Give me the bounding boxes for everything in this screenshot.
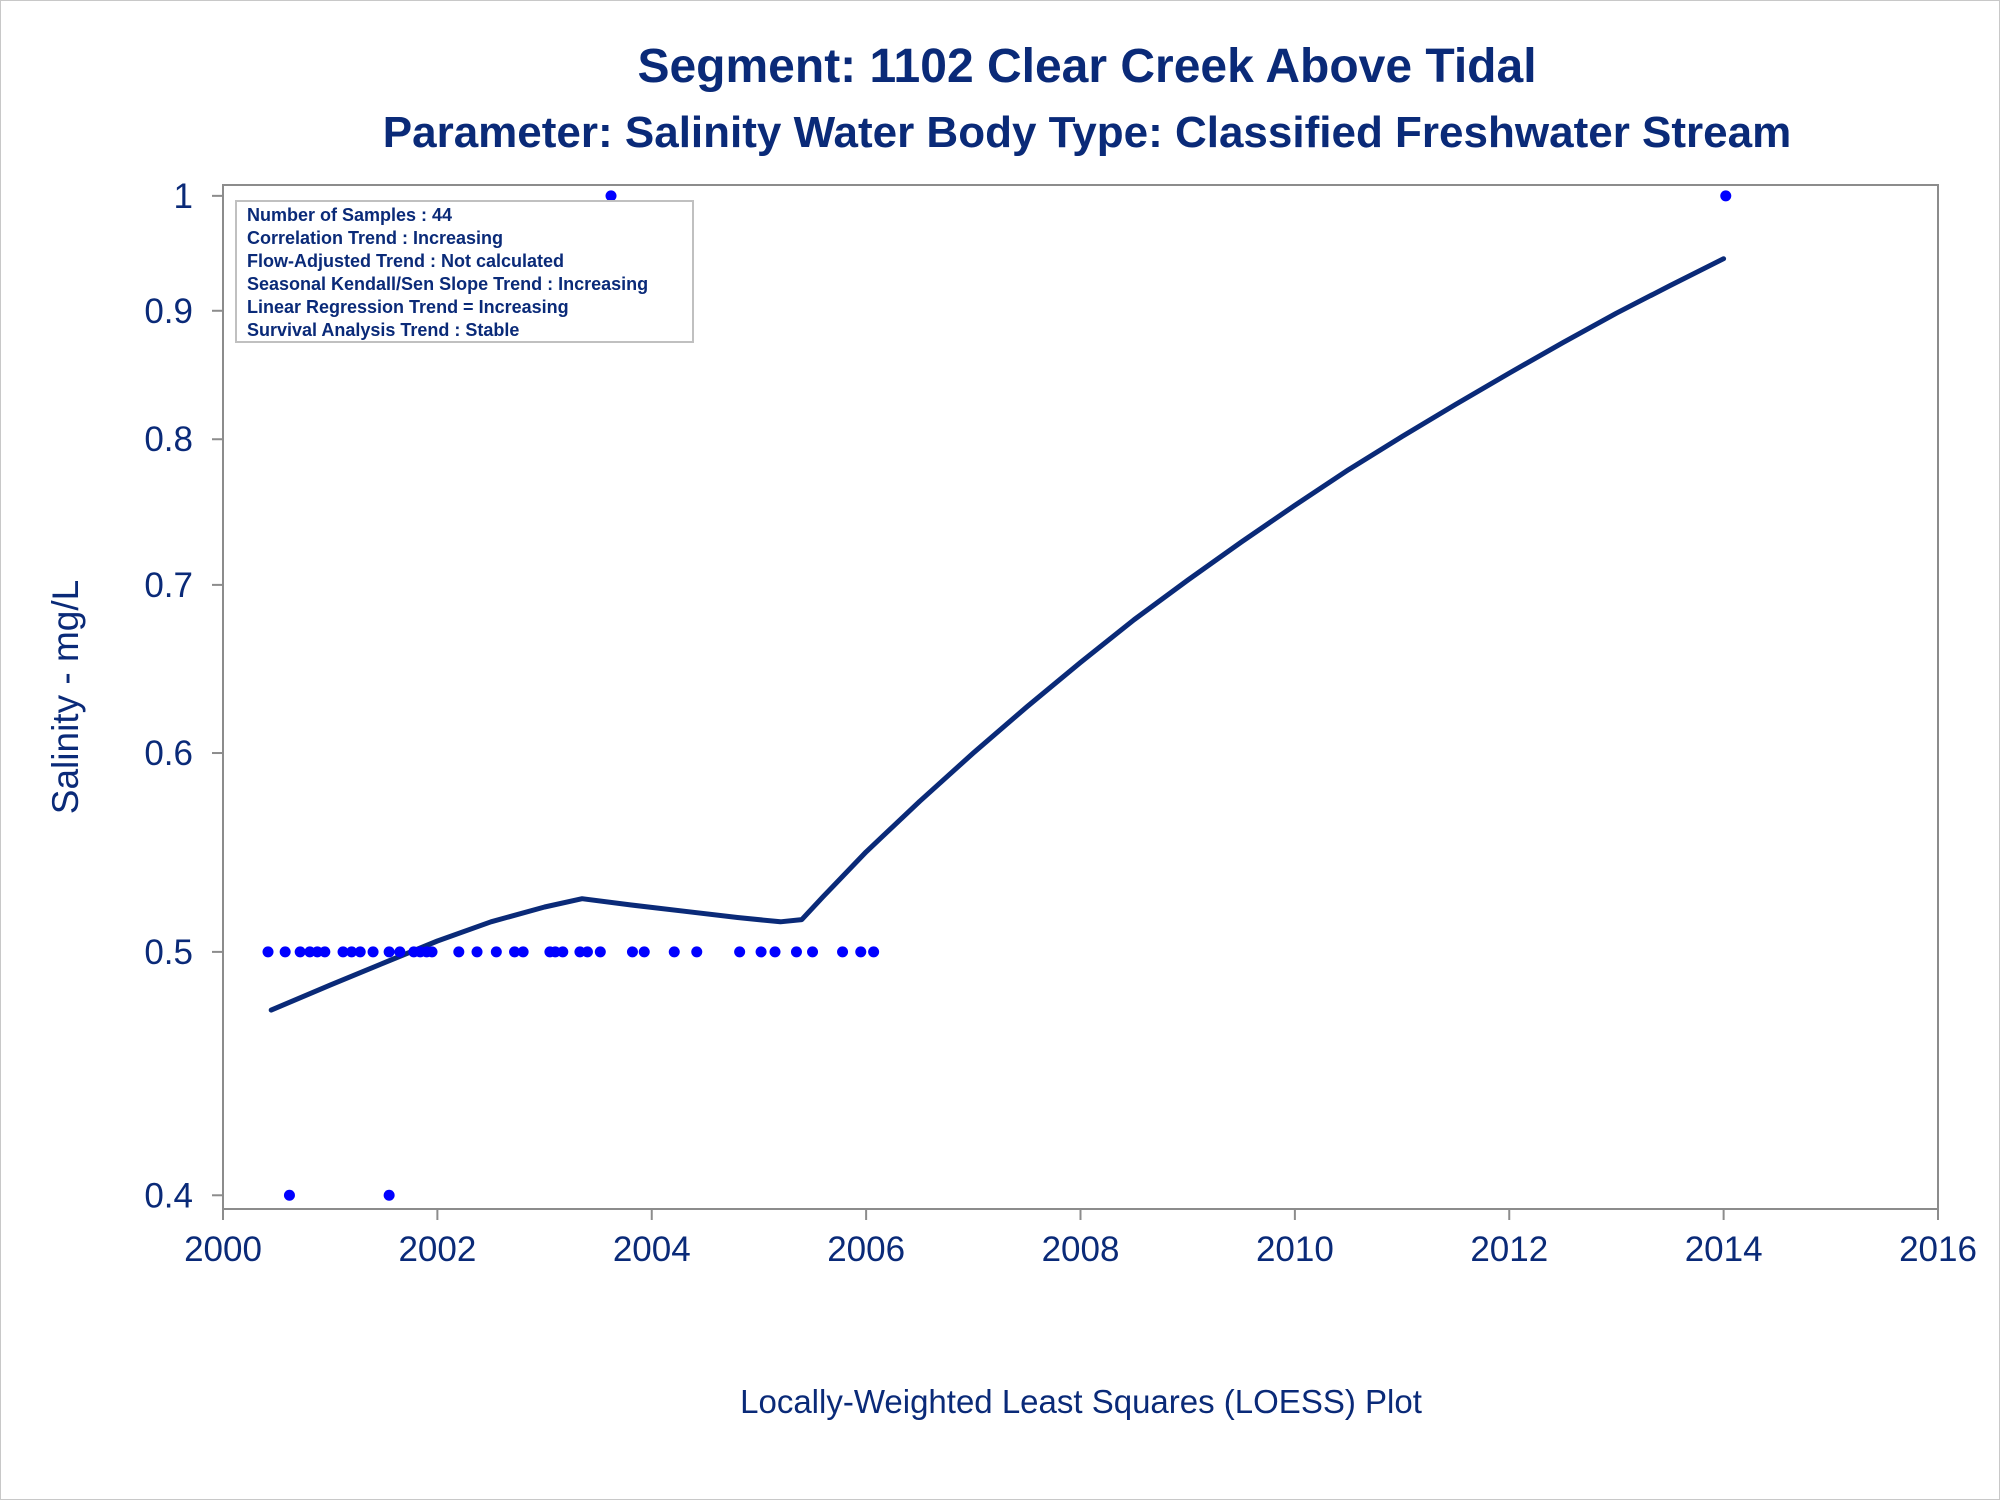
stats-line: Survival Analysis Trend : Stable (247, 320, 519, 340)
stats-box-border (235, 200, 694, 343)
data-point (734, 946, 746, 958)
stats-line: Correlation Trend : Increasing (247, 228, 503, 248)
data-point (294, 946, 306, 958)
x-tick-label: 2006 (827, 1230, 905, 1269)
x-axis-label: Locally-Weighted Least Squares (LOESS) P… (740, 1383, 1422, 1420)
data-point (471, 946, 483, 958)
y-axis: 0.4 0.5 0.6 0.7 0.8 0.9 1 (144, 177, 223, 1215)
data-point (453, 946, 465, 958)
data-point (394, 946, 406, 958)
data-point (638, 946, 650, 958)
data-point (262, 946, 274, 958)
data-point (517, 946, 529, 958)
x-tick-label: 2014 (1685, 1230, 1763, 1269)
y-tick-label: 1 (174, 177, 193, 216)
data-point (283, 1189, 295, 1201)
data-point (383, 1189, 395, 1201)
data-point (807, 946, 819, 958)
data-point (605, 190, 617, 202)
data-point (581, 946, 593, 958)
data-point (755, 946, 767, 958)
x-tick-label: 2004 (613, 1230, 691, 1269)
data-point (868, 946, 880, 958)
x-tick-label: 2012 (1470, 1230, 1548, 1269)
x-tick-label: 2010 (1256, 1230, 1334, 1269)
data-point (490, 946, 502, 958)
data-point (837, 946, 849, 958)
data-point (383, 946, 395, 958)
x-tick-label: 2016 (1899, 1230, 1977, 1269)
y-axis-label: Salinity - mg/L (45, 580, 86, 814)
data-point (354, 946, 366, 958)
data-point (1720, 190, 1732, 202)
y-tick-label: 0.4 (144, 1176, 193, 1215)
sample-points (262, 190, 1732, 1201)
stats-box: Number of Samples : 44 Correlation Trend… (235, 200, 694, 343)
loess-trend-line (268, 256, 1727, 1013)
x-tick-label: 2002 (398, 1230, 476, 1269)
stats-line: Linear Regression Trend = Increasing (247, 297, 569, 317)
chart-title: Segment: 1102 Clear Creek Above Tidal (637, 40, 1536, 93)
data-point (626, 946, 638, 958)
y-tick-label: 0.8 (144, 420, 193, 459)
chart-subtitle: Parameter: Salinity Water Body Type: Cla… (383, 108, 1791, 157)
stats-line: Seasonal Kendall/Sen Slope Trend : Incre… (247, 274, 648, 294)
x-tick-label: 2008 (1042, 1230, 1120, 1269)
data-point (367, 946, 379, 958)
data-point (557, 946, 569, 958)
data-point (668, 946, 680, 958)
x-tick-label: 2000 (184, 1230, 262, 1269)
data-point (337, 946, 349, 958)
data-point (319, 946, 331, 958)
x-axis: 2000 2002 2004 2006 2008 2010 2012 2014 2016 (184, 1209, 1977, 1269)
y-tick-label: 0.5 (144, 933, 193, 972)
data-point (691, 946, 703, 958)
y-tick-label: 0.9 (144, 292, 193, 331)
y-tick-label: 0.6 (144, 734, 193, 773)
data-point (509, 946, 521, 958)
data-point (594, 946, 606, 958)
data-point (855, 946, 867, 958)
data-point (279, 946, 291, 958)
data-point (790, 946, 802, 958)
stats-line: Number of Samples : 44 (247, 205, 452, 225)
y-tick-label: 0.7 (144, 566, 193, 605)
data-point (769, 946, 781, 958)
data-point (346, 946, 358, 958)
data-point (426, 946, 438, 958)
stats-line: Flow-Adjusted Trend : Not calculated (247, 251, 564, 271)
